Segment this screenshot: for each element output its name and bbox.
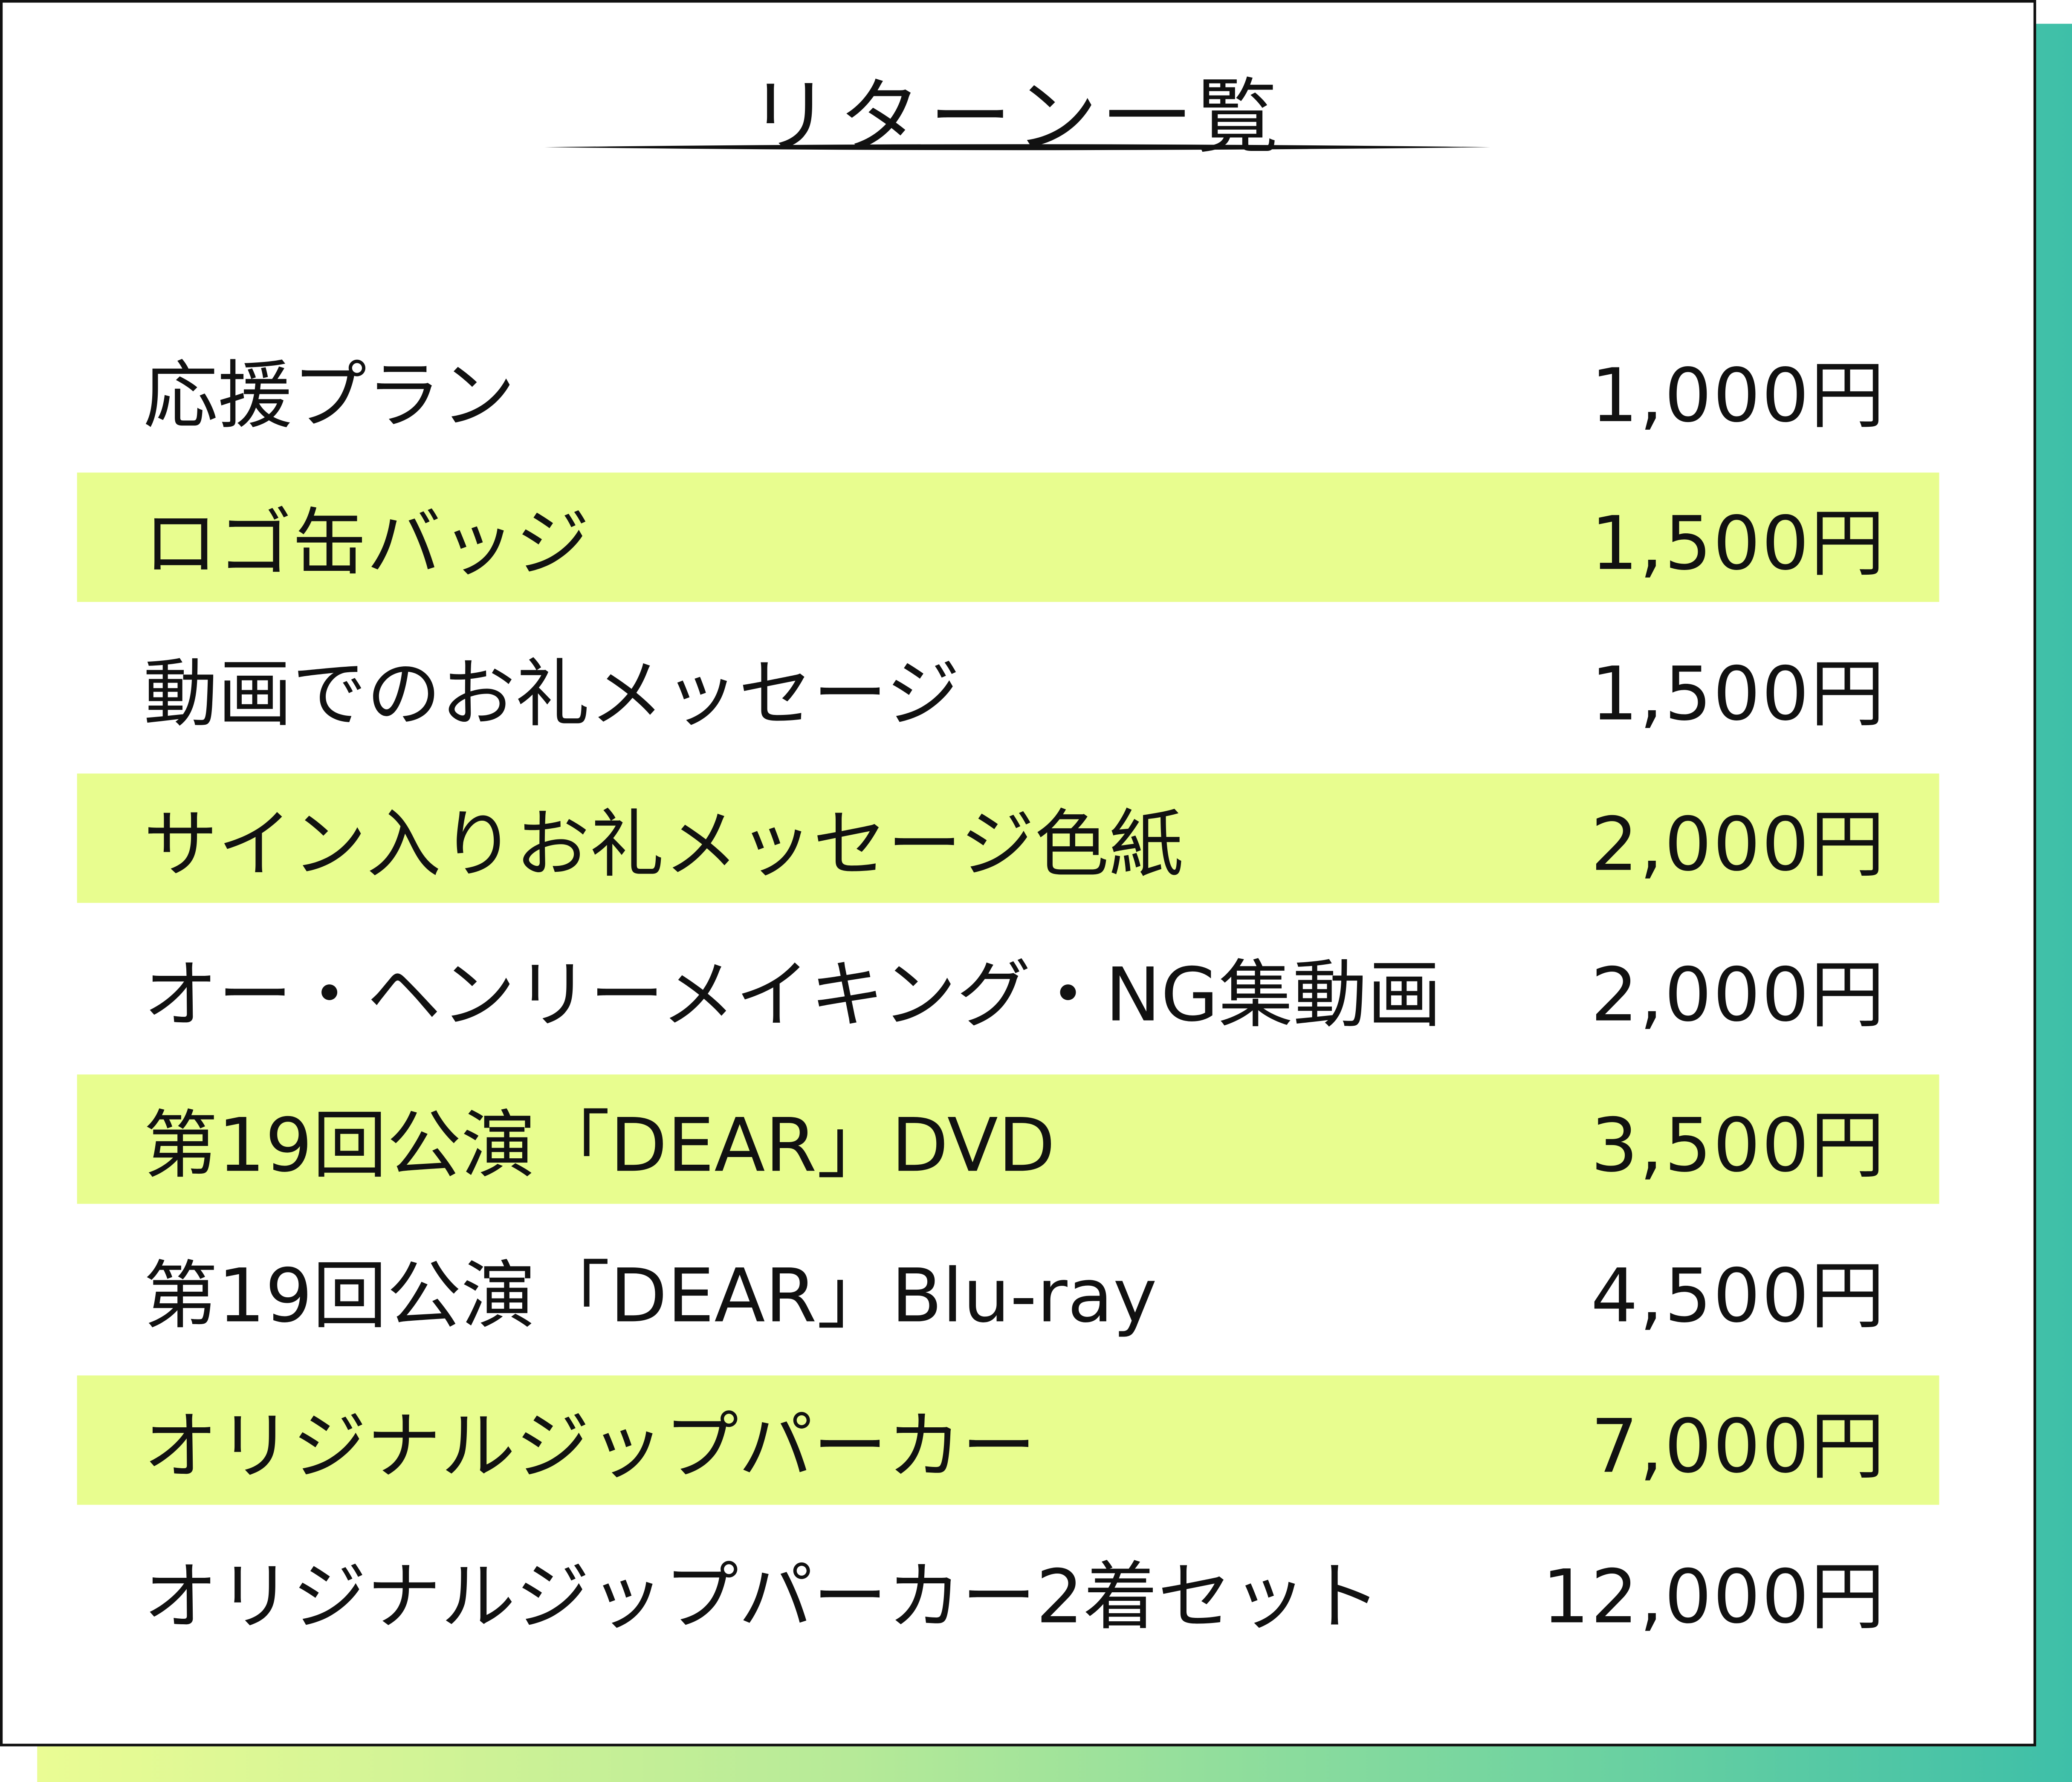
return-item-name: 応援プラン [143, 353, 515, 439]
return-item-row: オー・ヘンリーメイキング・NG集動画 2,000円 [77, 924, 1939, 1053]
return-item-name: 第19回公演「DEAR」Blu-ray [143, 1253, 1157, 1339]
return-item-price: 2,000円 [1591, 802, 1886, 888]
return-item-name: ロゴ缶バッジ [143, 501, 590, 587]
return-item-name: オリジナルジップパーカー [143, 1403, 1036, 1490]
return-item-row: オリジナルジップパーカー 7,000円 [77, 1375, 1939, 1505]
return-item-name: 動画でのお礼メッセージ [143, 651, 961, 738]
return-item-name: 第19回公演「DEAR」DVD [143, 1102, 1056, 1189]
return-item-price: 3,500円 [1591, 1102, 1886, 1189]
return-item-row: ロゴ缶バッジ 1,500円 [77, 472, 1939, 602]
return-item-price: 2,000円 [1591, 952, 1886, 1039]
return-item-price: 1,500円 [1591, 651, 1886, 738]
return-item-row: 動画でのお礼メッセージ 1,500円 [77, 623, 1939, 752]
return-item-row: 第19回公演「DEAR」Blu-ray 4,500円 [77, 1225, 1939, 1354]
return-item-name: オリジナルジップパーカー2着セット [143, 1554, 1381, 1640]
return-item-price: 4,500円 [1591, 1253, 1886, 1339]
return-item-price: 7,000円 [1591, 1403, 1886, 1490]
return-item-row: サイン入りお礼メッセージ色紙 2,000円 [77, 773, 1939, 903]
return-item-price: 1,500円 [1591, 501, 1886, 587]
return-item-price: 1,000円 [1591, 353, 1886, 439]
return-item-row: オリジナルジップパーカー2着セット 12,000円 [77, 1526, 1939, 1655]
return-item-name: サイン入りお礼メッセージ色紙 [143, 802, 1184, 888]
title-underline [544, 144, 1490, 150]
return-item-price: 12,000円 [1542, 1554, 1886, 1640]
return-item-row: 第19回公演「DEAR」DVD 3,500円 [77, 1074, 1939, 1204]
return-item-row: 応援プラン 1,000円 [77, 325, 1939, 454]
return-item-name: オー・ヘンリーメイキング・NG集動画 [143, 952, 1442, 1039]
